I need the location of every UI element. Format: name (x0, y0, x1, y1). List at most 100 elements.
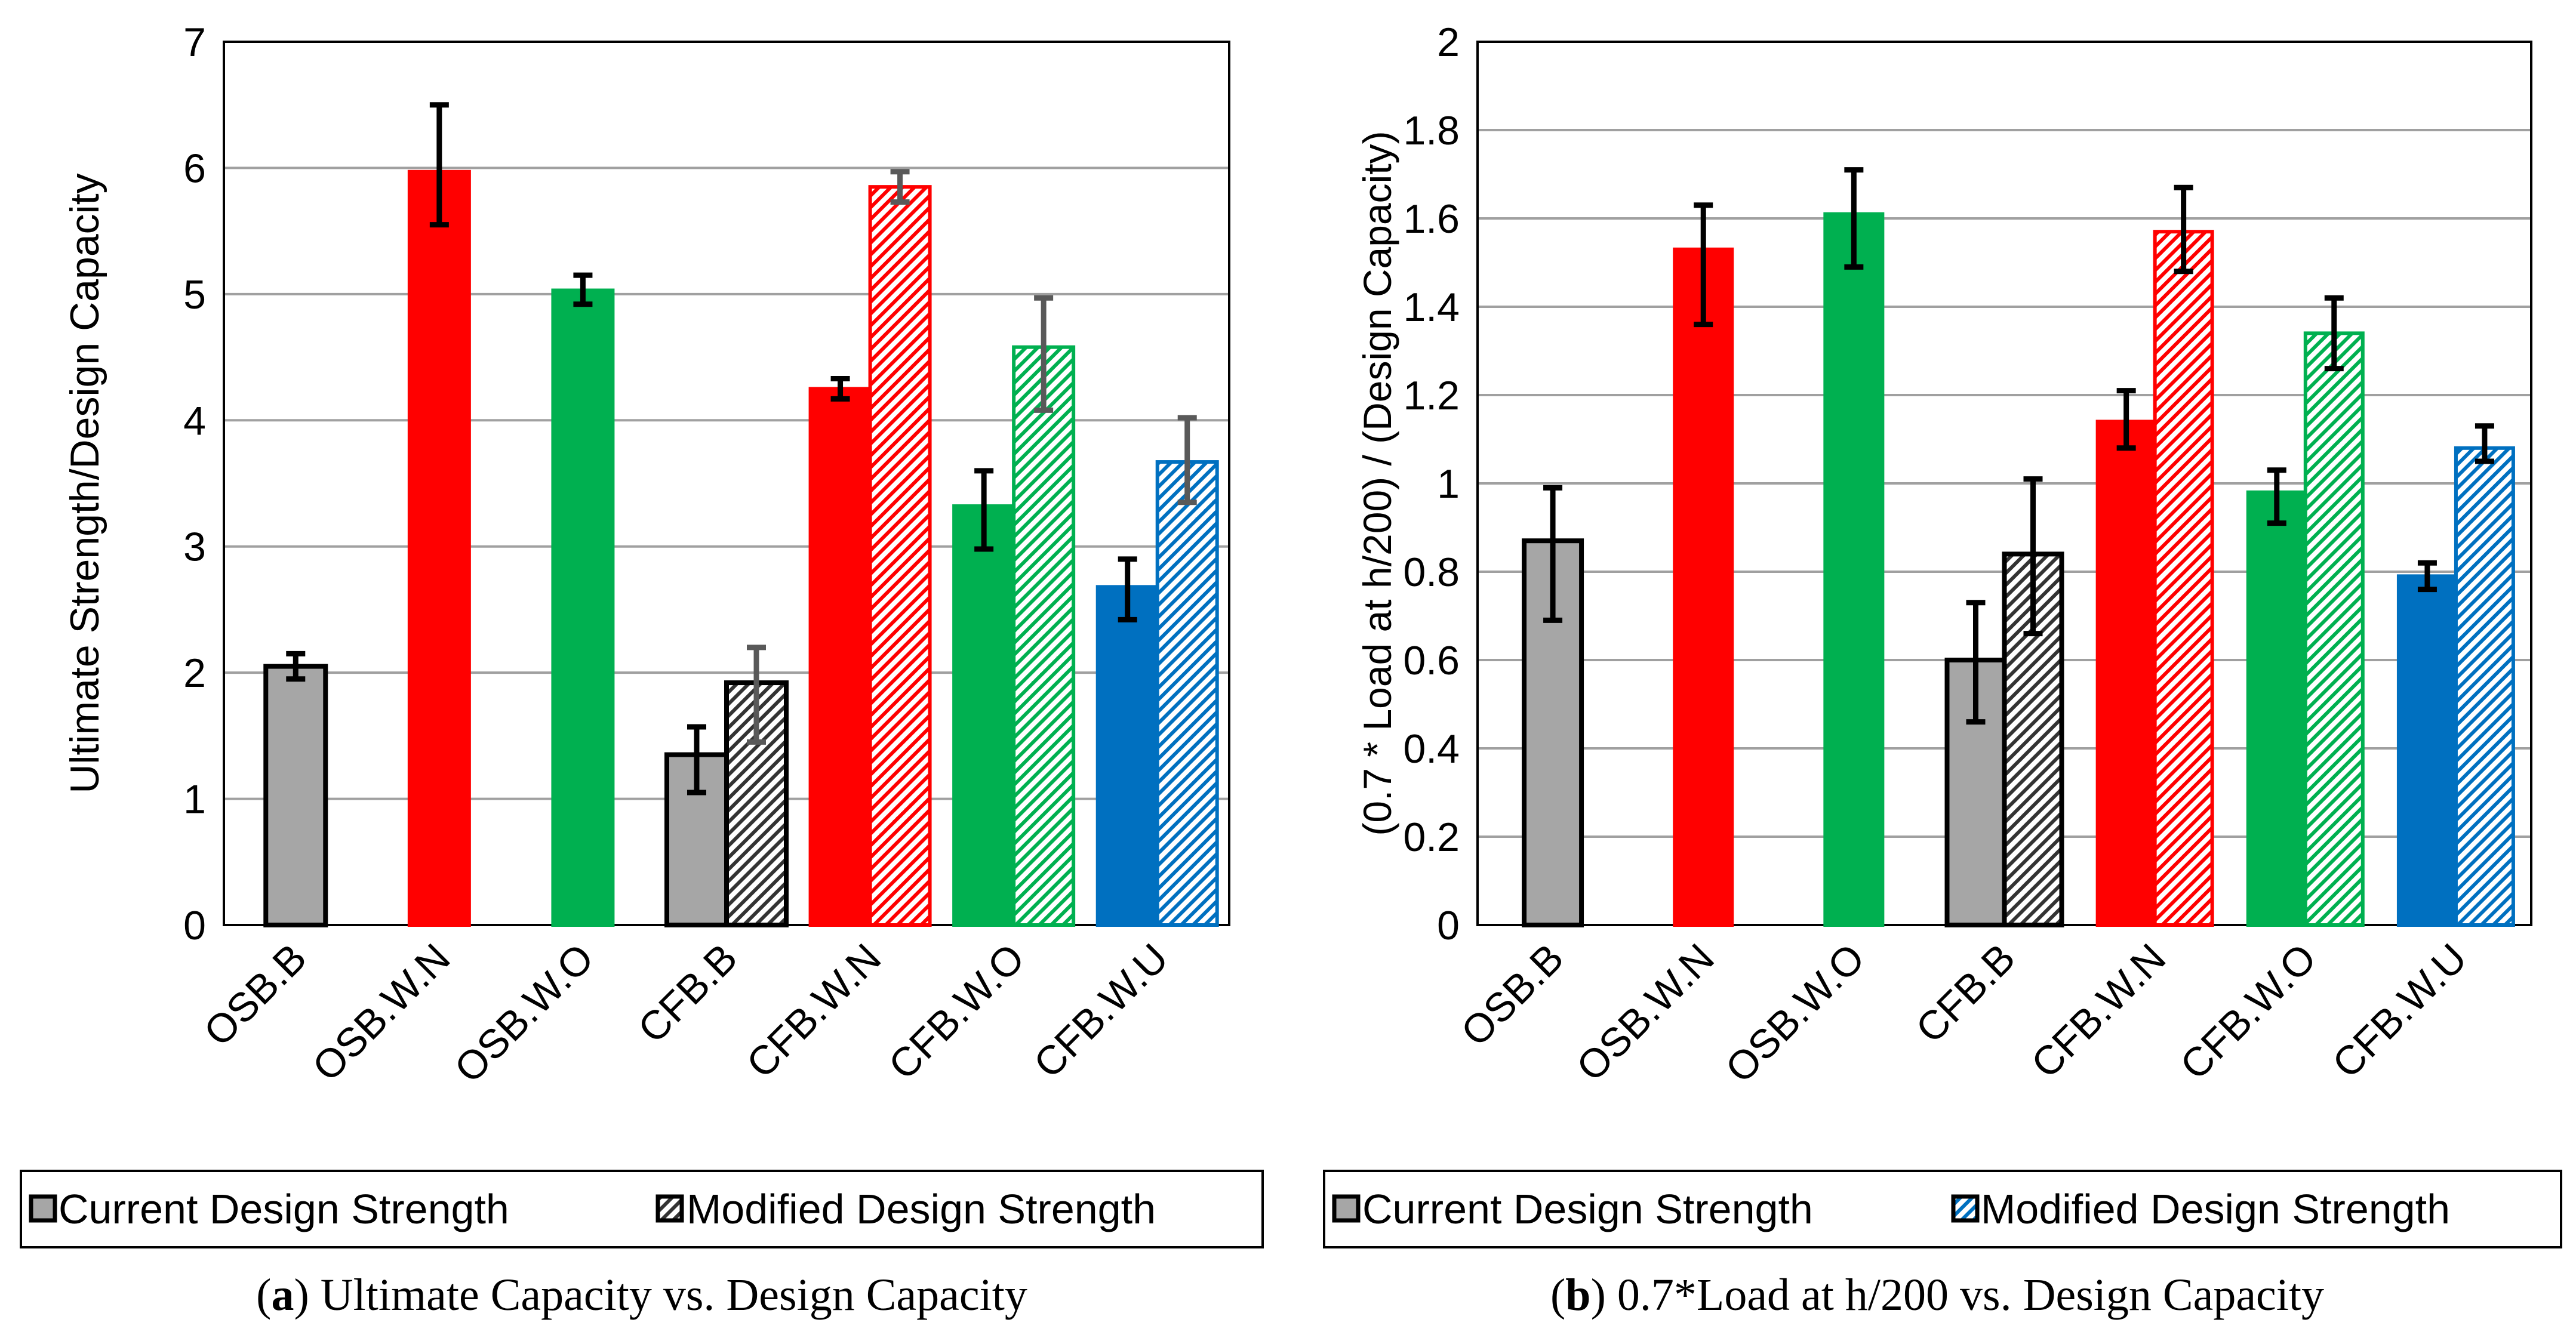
y-tick-label: 1.8 (1403, 108, 1460, 153)
error-bar (890, 169, 910, 205)
bar-modified-cfb-w-u (2454, 446, 2515, 927)
bar-current-osb-w-o (1823, 212, 1885, 927)
legend-label-current-a: Current Design Strength (59, 1186, 509, 1232)
bar-current-cfb-w-n (808, 387, 872, 927)
y-tick-label: 6 (183, 146, 206, 191)
caption-text-a: Ultimate Capacity vs. Design Capacity (321, 1270, 1027, 1320)
bars-a (263, 169, 1219, 927)
bar-current-osb-w-n (407, 169, 471, 927)
error-bar (974, 468, 994, 552)
x-tick-label: CFB.W.N (2023, 935, 2174, 1087)
x-tick-label: CFB.B (629, 935, 746, 1052)
error-bar (1543, 485, 1563, 623)
legend-label-modified-b: Modified Design Strength (1981, 1186, 2450, 1232)
error-bar (2475, 423, 2494, 464)
bar-modified-cfb-w-n (2153, 230, 2214, 927)
bar-modified-cfb-w-n (868, 185, 932, 927)
x-tick-label: CFB.W.N (738, 935, 890, 1087)
x-tick-label: OSB.B (195, 935, 315, 1055)
error-bar (1118, 556, 1137, 622)
y-tick-label: 0.6 (1403, 638, 1460, 683)
y-axis-title-b: (0.7 * Load at h/200) / (Design Capacity… (1355, 131, 1399, 835)
y-tick-label: 0.4 (1403, 726, 1460, 772)
y-tick-label: 2 (1437, 20, 1460, 65)
error-bar (286, 650, 306, 682)
error-bar (2324, 295, 2344, 372)
error-bar (2417, 560, 2437, 593)
chart-panel-b: 0 0.2 0.4 0.6 0.8 1 1.2 1.4 1.6 1.8 2 OSB.BOSB.W.N… (1323, 20, 2562, 1320)
bar-current-cfb-w-o (2246, 490, 2307, 927)
error-bar (429, 102, 449, 228)
bar-current-osb-w-o (551, 288, 615, 927)
x-tick-label: OSB.B (1452, 935, 1572, 1055)
legend-swatch-current-a (29, 1194, 57, 1223)
x-tick-label: OSB.W.O (1717, 935, 1873, 1092)
x-tick-label: OSB.W.N (304, 935, 458, 1090)
y-tick-label: 0.8 (1403, 550, 1460, 595)
caption-letter-a: a (271, 1270, 294, 1320)
legend-swatch-current-b (1332, 1194, 1361, 1223)
caption-b: (b) 0.7*Load at h/200 vs. Design Capacit… (1550, 1270, 2324, 1320)
bar-modified-cfb-w-u (1155, 460, 1219, 927)
caption-letter-b: b (1565, 1270, 1590, 1320)
y-tick-label: 5 (183, 272, 206, 317)
y-tick-label: 1.4 (1403, 285, 1460, 330)
y-tick-labels-a: 0 1 2 3 4 5 6 7 (183, 20, 206, 948)
bars-b (1522, 212, 2515, 927)
legend-swatch-modified-b (1951, 1194, 1980, 1223)
bar-current-cfb-w-u (1095, 585, 1159, 927)
x-tick-label: OSB.W.O (446, 935, 602, 1092)
y-tick-label: 4 (183, 398, 206, 443)
bar-current-cfb-w-o (952, 504, 1016, 927)
caption-text-b: 0.7*Load at h/200 vs. Design Capacity (1617, 1270, 2324, 1320)
y-tick-label: 2 (183, 650, 206, 696)
bar-modified-cfb-w-o (1012, 345, 1076, 927)
bar-current-cfb-w-u (2396, 574, 2458, 927)
error-bar (747, 645, 766, 745)
legend-label-modified-a: Modified Design Strength (687, 1186, 1156, 1232)
bar-current-cfb-w-n (2095, 420, 2157, 927)
y-tick-label: 1 (1437, 461, 1460, 507)
x-tick-label: OSB.W.N (1568, 935, 1722, 1090)
y-tick-label: 1.6 (1403, 196, 1460, 242)
y-tick-label: 0 (1437, 903, 1460, 948)
error-bar (1844, 167, 1864, 270)
error-bar (1966, 600, 1986, 725)
legend-label-current-b: Current Design Strength (1362, 1186, 1813, 1232)
y-tick-label: 7 (183, 20, 206, 65)
y-tick-label: 0 (183, 903, 206, 948)
y-tick-label: 0.2 (1403, 815, 1460, 860)
x-tick-label: CFB.W.U (1025, 935, 1177, 1087)
error-bars-a (286, 102, 1197, 796)
bar-modified-cfb-w-o (2303, 331, 2365, 927)
x-tick-label: CFB.W.O (2172, 935, 2325, 1089)
bar-current-osb-b (263, 664, 328, 927)
x-tick-label: CFB.W.O (880, 935, 1033, 1089)
caption-a: (a) Ultimate Capacity vs. Design Capacit… (256, 1270, 1027, 1320)
y-tick-label: 3 (183, 525, 206, 570)
bar-current-osb-w-n (1673, 247, 1734, 927)
error-bar (2023, 476, 2043, 637)
y-tick-label: 1.2 (1403, 373, 1460, 418)
error-bar (573, 272, 593, 307)
x-tick-label: CFB.B (1907, 935, 2024, 1052)
error-bar (1694, 202, 1713, 328)
error-bar (687, 724, 706, 796)
error-bar (1177, 415, 1197, 505)
error-bar (2116, 388, 2136, 451)
legend-box-a (20, 1170, 1264, 1248)
error-bar (1034, 295, 1054, 413)
error-bars-b (1543, 167, 2494, 725)
legend-a: Current Design Strength Modified Design … (20, 1170, 1264, 1248)
error-bar (2267, 467, 2286, 526)
legend-box-b (1323, 1170, 2562, 1248)
error-bar (830, 376, 850, 402)
x-tick-label: CFB.W.U (2323, 935, 2475, 1087)
legend-b: Current Design Strength Modified Design … (1323, 1170, 2562, 1248)
y-tick-labels-b: 0 0.2 0.4 0.6 0.8 1 1.2 1.4 1.6 1.8 2 (1403, 20, 1460, 948)
legend-swatch-modified-a (655, 1194, 684, 1223)
